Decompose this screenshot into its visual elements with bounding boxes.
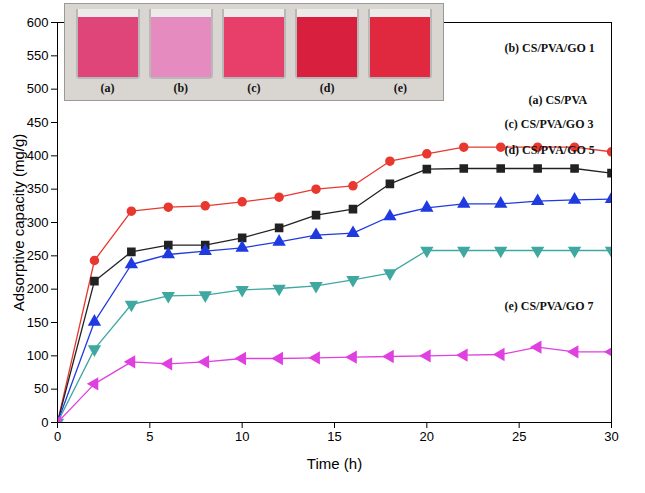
html-text:(a): (a) [100,81,115,95]
svg-text:(e) CS/PVA/GO 7: (e) CS/PVA/GO 7 [504,299,593,313]
svg-text:15: 15 [327,429,341,444]
svg-text:250: 250 [27,248,49,263]
svg-text:10: 10 [235,429,249,444]
html-text:(e): (e) [393,81,407,95]
svg-text:50: 50 [34,381,48,396]
svg-text:Time (h): Time (h) [307,455,362,472]
svg-text:350: 350 [27,181,49,196]
svg-text:(a) CS/PVA: (a) CS/PVA [528,93,587,107]
svg-text:20: 20 [420,429,434,444]
svg-text:0: 0 [41,415,48,430]
svg-text:(d) CS/PVA/GO 5: (d) CS/PVA/GO 5 [504,143,594,157]
svg-text:(b) CS/PVA/GO 1: (b) CS/PVA/GO 1 [504,41,594,55]
html-text:(b): (b) [173,81,189,95]
svg-text:600: 600 [27,15,49,30]
svg-text:500: 500 [27,81,49,96]
svg-text:450: 450 [27,115,49,130]
svg-text:100: 100 [27,348,49,363]
svg-text:25: 25 [512,429,526,444]
svg-text:(c) CS/PVA/GO 3: (c) CS/PVA/GO 3 [504,117,593,131]
svg-text:Adsorptive capacity (mg/g): Adsorptive capacity (mg/g) [10,134,27,312]
svg-text:200: 200 [27,281,49,296]
svg-text:5: 5 [146,429,153,444]
svg-text:0: 0 [54,429,61,444]
svg-text:550: 550 [27,48,49,63]
svg-text:150: 150 [27,315,49,330]
svg-text:300: 300 [27,215,49,230]
html-text:(c): (c) [247,81,261,95]
svg-text:400: 400 [27,148,49,163]
svg-text:30: 30 [604,429,618,444]
html-text:(d): (d) [319,81,335,95]
